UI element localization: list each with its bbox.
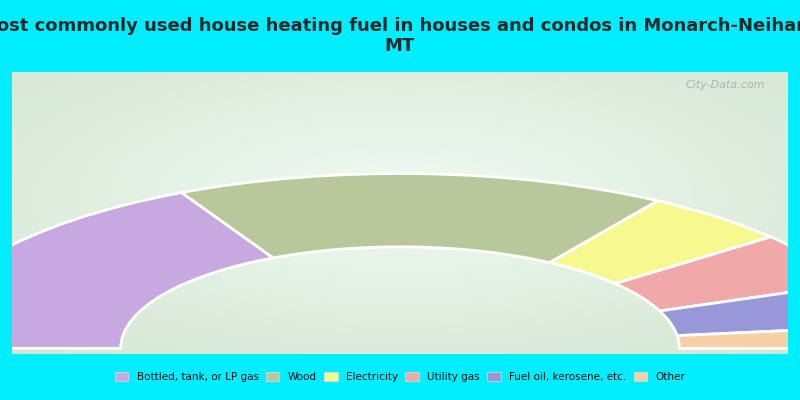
Wedge shape <box>0 192 273 348</box>
Wedge shape <box>677 326 800 348</box>
Wedge shape <box>550 201 770 284</box>
Wedge shape <box>660 284 800 336</box>
Legend: Bottled, tank, or LP gas, Wood, Electricity, Utility gas, Fuel oil, kerosene, et: Bottled, tank, or LP gas, Wood, Electric… <box>110 368 690 386</box>
Text: City-Data.com: City-Data.com <box>686 80 765 90</box>
Text: Most commonly used house heating fuel in houses and condos in Monarch-Neihart,
M: Most commonly used house heating fuel in… <box>0 17 800 55</box>
Wedge shape <box>615 237 800 311</box>
Wedge shape <box>182 174 658 263</box>
